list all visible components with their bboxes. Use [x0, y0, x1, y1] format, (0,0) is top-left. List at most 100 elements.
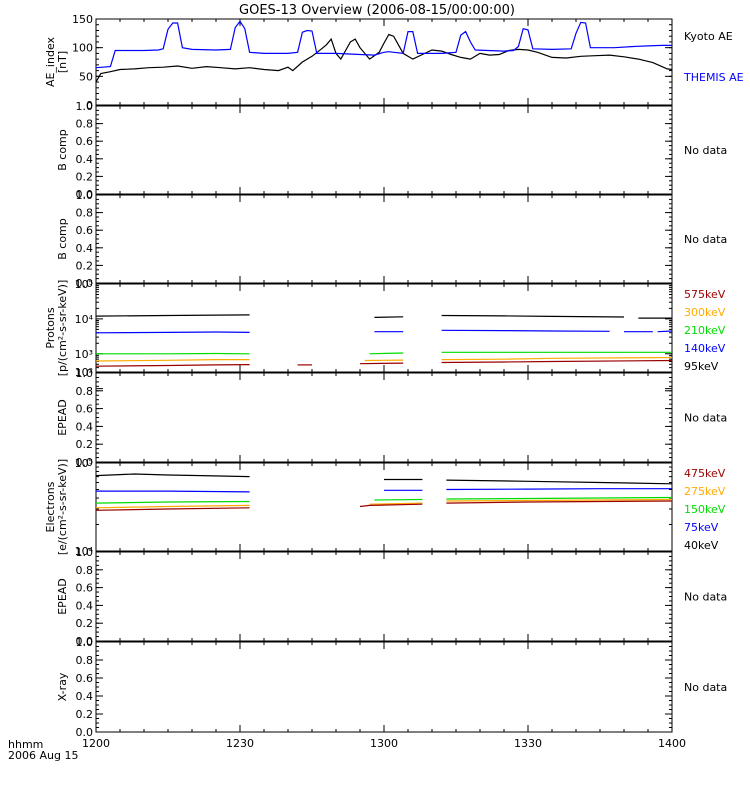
figure-title: GOES-13 Overview (2006-08-15/00:00:00) — [239, 3, 515, 18]
x-tick-label: 1230 — [226, 737, 254, 750]
legend-75kev: 75keV — [684, 521, 719, 534]
series-300kev — [95, 359, 250, 362]
y-axis-title: EPEAD — [56, 578, 69, 615]
time-axis-format-label: hhmm — [8, 738, 43, 751]
y-tick-label: 0.2 — [76, 708, 94, 721]
series-475kev — [446, 500, 673, 504]
no-data-label: No data — [684, 233, 727, 246]
y-axis-unit: [nT] — [56, 51, 69, 73]
y-axis-title: B comp — [56, 218, 69, 260]
panel-frame — [95, 105, 673, 195]
y-tick-label: 0 — [86, 99, 93, 112]
legend-300kev: 300keV — [684, 306, 726, 319]
y-tick-label: 0.6 — [76, 403, 94, 416]
y-tick-label: 0.8 — [76, 385, 94, 398]
legend-40kev: 40keV — [684, 539, 719, 552]
legend-150kev: 150keV — [684, 503, 726, 516]
y-tick-label: 1.0 — [76, 189, 94, 202]
y-axis-unit: [e/(cm²-s-sr-keV)] — [56, 459, 69, 555]
y-tick-label: 0.6 — [76, 135, 94, 148]
panel-frame — [95, 194, 673, 284]
series-themis-ae — [95, 20, 672, 69]
y-tick-label: 0.8 — [76, 207, 94, 220]
panel-bcomp1: 0.0 0.2 0.4 0.6 0.8 1.0 B comp No data — [56, 100, 727, 201]
series-275kev — [369, 502, 423, 505]
panel-frame — [95, 551, 673, 642]
legend-kyoto-ae: Kyoto AE — [684, 30, 733, 43]
y-tick-label: 0.8 — [76, 564, 94, 577]
y-tick-label: 100 — [72, 42, 93, 55]
y-tick-label: 0.4 — [76, 599, 94, 612]
panel-frame — [95, 462, 673, 552]
y-tick-label: 0.4 — [76, 690, 94, 703]
panel-frame — [95, 641, 673, 733]
legend-210kev: 210keV — [684, 324, 726, 337]
y-tick-label: 0.4 — [76, 153, 94, 166]
y-tick-label: 0.6 — [76, 582, 94, 595]
no-data-label: No data — [684, 591, 727, 604]
panel-epead2: 0.0 0.2 0.4 0.6 0.8 1.0 EPEAD No data — [56, 546, 727, 648]
series-95kev — [441, 314, 625, 318]
series-475kev — [95, 507, 250, 511]
panel-frame — [95, 283, 673, 373]
y-tick-label: 10³ — [75, 348, 93, 361]
panel-epead1: 0.0 0.2 0.4 0.6 0.8 1.0 EPEAD No data — [56, 367, 727, 469]
y-tick-label: 0.8 — [76, 654, 94, 667]
x-tick-label: 1400 — [658, 737, 686, 750]
series-575kev — [95, 364, 250, 367]
panel-electrons: 10⁴ 10⁵ Electrons [e/(cm²-s-sr-keV)] 475keV 2… — [44, 457, 726, 558]
series-150kev — [95, 500, 250, 504]
no-data-label: No data — [684, 412, 727, 425]
y-tick-label: 0.6 — [76, 672, 94, 685]
y-tick-label: 0.0 — [76, 456, 94, 469]
series-95kev — [374, 316, 404, 318]
series-575kev — [359, 362, 404, 365]
y-tick-label: 1.0 — [76, 100, 94, 113]
series-95kev — [95, 314, 250, 317]
y-axis-title: Protons — [44, 307, 57, 348]
y-tick-label: 10⁴ — [75, 313, 94, 326]
x-tick-label: 1300 — [370, 737, 398, 750]
x-tick-label: 1200 — [82, 737, 110, 750]
series-kyoto-ae — [95, 33, 673, 83]
series-150kev — [374, 498, 423, 501]
y-axis-title: AE_index — [44, 36, 57, 87]
y-tick-label: 0.0 — [76, 726, 94, 739]
y-tick-label: 0.2 — [76, 170, 94, 183]
y-tick-label: 10⁵ — [75, 278, 93, 291]
legend-475kev: 475keV — [684, 467, 726, 480]
x-tick-label: 1330 — [514, 737, 542, 750]
y-tick-label: 0.2 — [76, 259, 94, 272]
y-tick-label: 0.2 — [76, 617, 94, 630]
panel-frame — [95, 18, 673, 106]
legend-themis-ae: THEMIS AE — [683, 71, 744, 84]
series-40kev — [446, 479, 673, 485]
y-tick-label: 0.4 — [76, 420, 94, 433]
y-tick-label: 50 — [79, 70, 93, 83]
series-40kev — [95, 473, 250, 478]
panel-frame — [95, 372, 673, 463]
y-tick-label: 1.0 — [76, 367, 94, 380]
series-475kev — [359, 503, 423, 508]
y-tick-label: 10⁴ — [75, 545, 94, 558]
series-210kev — [369, 352, 404, 355]
panel-ae: 0 50 100 150 AE_index [nT] Kyoto AE THEMIS AE — [44, 13, 744, 112]
y-tick-label: 0.2 — [76, 438, 94, 451]
y-tick-label: 0.8 — [76, 118, 94, 131]
panel-xray: 0.0 0.2 0.4 0.6 0.8 1.0 X-ray No data — [56, 636, 727, 739]
y-axis-title: EPEAD — [56, 399, 69, 436]
y-tick-label: 1.0 — [76, 636, 94, 649]
y-tick-label: 0.4 — [76, 242, 94, 255]
series-150kev — [446, 496, 673, 500]
no-data-label: No data — [684, 144, 727, 157]
legend-140kev: 140keV — [684, 342, 726, 355]
y-tick-label: 0.0 — [76, 635, 94, 648]
legend-275kev: 275keV — [684, 485, 726, 498]
series-275kev — [446, 498, 673, 502]
legend-575kev: 575keV — [684, 288, 726, 301]
series-275kev — [95, 504, 250, 509]
legend-95kev: 95keV — [684, 360, 719, 373]
series-140kev — [441, 329, 610, 332]
y-tick-label: 0.0 — [76, 188, 94, 201]
